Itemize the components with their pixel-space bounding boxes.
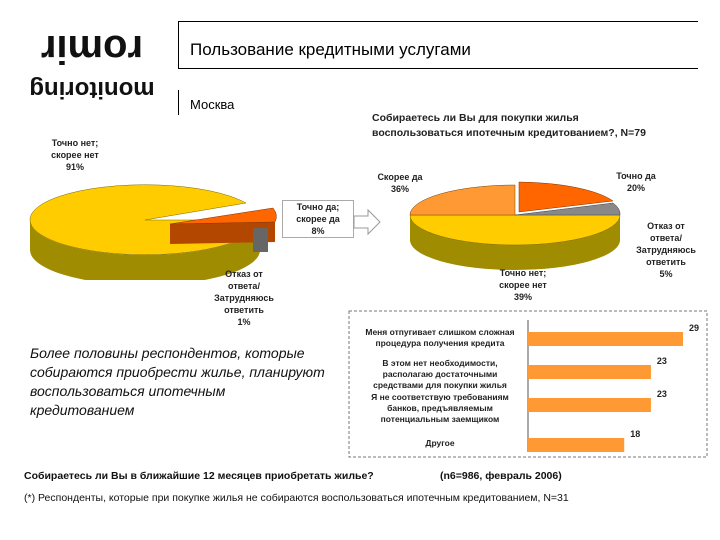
bottom-sample-size: (n6=986, февраль 2006) — [440, 470, 562, 482]
left-pie-side-yellow — [30, 220, 260, 280]
city-rule — [178, 90, 179, 115]
right-pie-label-no: Точно нет; скорее нет 39% — [499, 268, 547, 302]
right-pie-side — [410, 215, 620, 270]
header-rule-left — [178, 21, 179, 68]
bar-value-1: 23 — [657, 356, 667, 366]
logo-bottom-text: monitoring — [29, 76, 154, 103]
right-pie-slice-gray — [514, 202, 621, 216]
right-pie-slice-orange — [518, 181, 614, 213]
footnote: (*) Респонденты, которые при покупке жил… — [24, 492, 569, 504]
bar-value-0: 29 — [689, 323, 699, 333]
bar-1 — [528, 365, 651, 379]
right-pie-label-maybe-yes: Скорее да 36% — [377, 172, 423, 194]
header-rule-top — [178, 21, 698, 22]
summary-text: Более половины респондентов, которые соб… — [30, 345, 325, 418]
header-rule-bottom — [178, 68, 698, 69]
reasons-bar-chart: 29 23 23 18 Меня отпугивает слишком сложная… — [348, 310, 708, 458]
left-pie-label-no: Точно нет; скорее нет 91% — [51, 138, 99, 172]
left-pie-chart — [29, 184, 277, 280]
reasons-bars: 29 23 23 18 — [528, 323, 699, 452]
mortgage-question-line2: воспользоваться ипотечным кредитованием?… — [372, 127, 646, 139]
bar-label-requirements: Я не соответствую требованиям банков, пр… — [371, 392, 509, 424]
left-pie-slice-gray — [253, 228, 268, 252]
bar-0 — [528, 332, 683, 346]
bar-label-no-need: В этом нет необходимости, располагаю дос… — [373, 358, 507, 390]
page-title: Пользование кредитными услугами — [190, 40, 471, 59]
romir-logo: romir monitoring — [15, 12, 170, 110]
mortgage-question-line1: Собираетесь ли Вы для покупки жилья — [372, 112, 579, 124]
right-pie-slice-light-orange — [409, 184, 516, 216]
left-pie-label-refuse: Отказ от ответа/ Затрудняюсь ответить 1% — [214, 269, 274, 327]
left-pie-label-yes: Точно да; скорее да 8% — [282, 200, 354, 238]
right-pie-label-refuse: Отказ от ответа/ Затрудняюсь ответить 5% — [636, 221, 696, 279]
arrow-right-icon — [353, 208, 381, 236]
bar-label-other: Другое — [425, 438, 455, 448]
bar-3 — [528, 438, 625, 452]
bar-value-3: 18 — [630, 429, 640, 439]
left-pie-slice-orange-side — [170, 222, 275, 244]
bottom-question: Собираетесь ли Вы в ближайшие 12 месяцев… — [24, 470, 374, 482]
right-pie-label-yes: Точно да 20% — [616, 171, 656, 193]
city-label: Москва — [190, 97, 235, 112]
bar-2 — [528, 398, 651, 412]
bar-label-complex: Меня отпугивает слишком сложная процедур… — [365, 327, 515, 348]
right-pie-chart — [409, 181, 621, 270]
left-pie-slice-orange — [169, 207, 277, 225]
bar-value-2: 23 — [657, 389, 667, 399]
mortgage-question: Собираетесь ли Вы для покупки жилья восп… — [372, 111, 646, 141]
logo-top-text: romir — [41, 27, 143, 71]
right-pie-slice-yellow — [409, 214, 621, 246]
